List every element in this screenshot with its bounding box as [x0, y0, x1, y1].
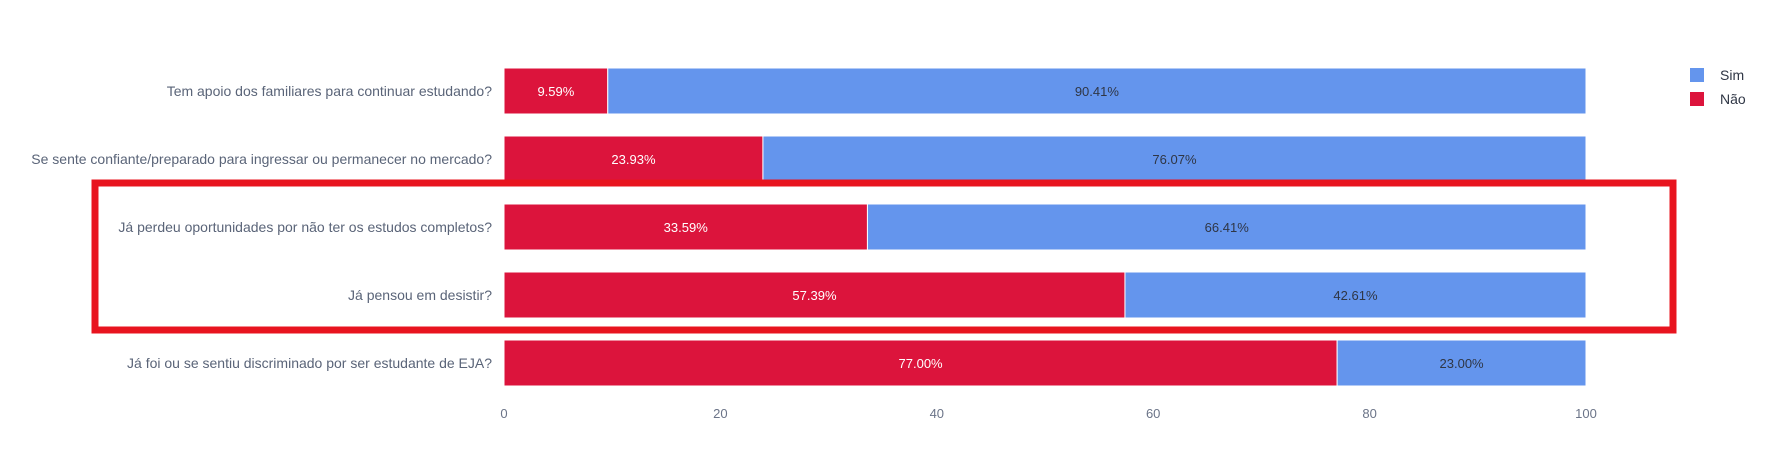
data-label: 9.59% — [537, 84, 574, 99]
highlight-box — [91, 179, 1677, 334]
x-axis-ticks: 0 20 40 60 80 100 — [500, 406, 1596, 421]
legend-swatch-sim[interactable] — [1690, 68, 1704, 82]
x-tick-label: 80 — [1362, 406, 1376, 421]
legend-label[interactable]: Sim — [1720, 67, 1744, 83]
data-label: 90.41% — [1075, 84, 1120, 99]
x-tick-label: 0 — [500, 406, 507, 421]
bars-layer — [503, 67, 1587, 387]
data-labels: 9.59% 90.41% 23.93% 76.07% 33.59% 66.41% 57.39… — [537, 84, 1484, 371]
data-label: 66.41% — [1205, 220, 1250, 235]
bar-sim[interactable] — [866, 203, 1587, 251]
x-tick-label: 100 — [1575, 406, 1597, 421]
category-label: Já pensou em desistir? — [348, 287, 492, 303]
data-label: 42.61% — [1333, 288, 1378, 303]
x-tick-label: 20 — [713, 406, 727, 421]
bar-sim[interactable] — [607, 67, 1587, 115]
bar-sim[interactable] — [1336, 339, 1587, 387]
category-label: Tem apoio dos familiares para continuar … — [167, 83, 493, 99]
data-label: 33.59% — [664, 220, 709, 235]
data-label: 76.07% — [1152, 152, 1197, 167]
data-label: 23.93% — [611, 152, 656, 167]
legend-label[interactable]: Não — [1720, 91, 1746, 107]
bar-sim[interactable] — [762, 135, 1587, 183]
category-label: Se sente confiante/preparado para ingres… — [31, 151, 492, 167]
x-tick-label: 60 — [1146, 406, 1160, 421]
bar-nao[interactable] — [503, 339, 1338, 387]
data-label: 57.39% — [792, 288, 837, 303]
bar-nao[interactable] — [503, 271, 1126, 319]
data-label: 77.00% — [899, 356, 944, 371]
legend-swatch-nao[interactable] — [1690, 92, 1704, 106]
bar-nao[interactable] — [503, 135, 764, 183]
data-label: 23.00% — [1440, 356, 1485, 371]
category-label: Já foi ou se sentiu discriminado por ser… — [127, 355, 492, 371]
legend: Sim Não — [1690, 67, 1746, 107]
x-tick-label: 40 — [930, 406, 944, 421]
highlight-layer — [91, 179, 1677, 334]
category-label: Já perdeu oportunidades por não ter os e… — [118, 219, 492, 235]
bar-nao[interactable] — [503, 203, 868, 251]
category-labels: Tem apoio dos familiares para continuar … — [31, 83, 492, 371]
bar-nao[interactable] — [503, 67, 609, 115]
bar-sim[interactable] — [1124, 271, 1587, 319]
